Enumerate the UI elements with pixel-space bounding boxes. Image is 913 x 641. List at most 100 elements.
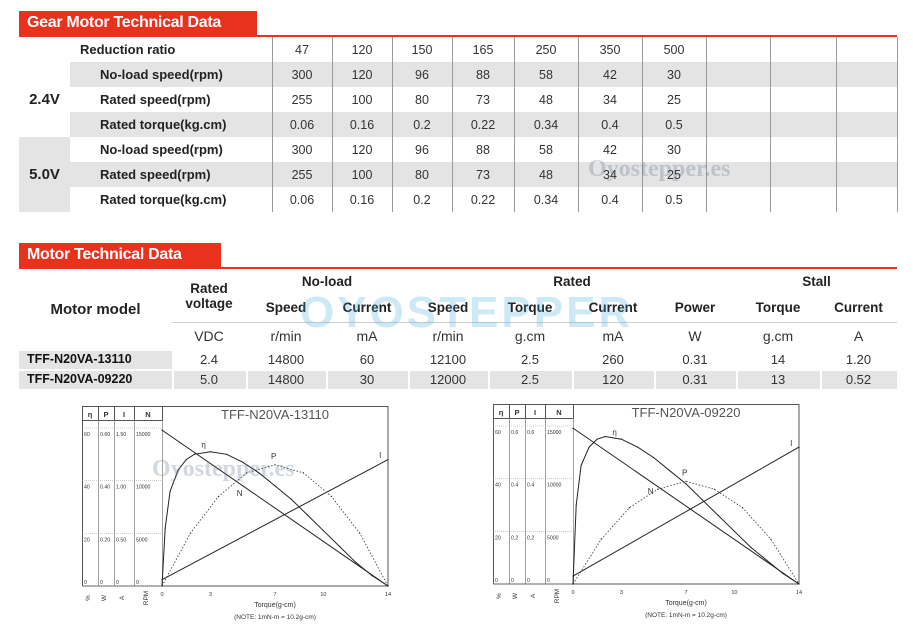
spec-row-label: Rated torque(kg.cm) xyxy=(70,112,272,137)
spec-value-cell: 255 xyxy=(291,92,313,107)
spec-value-cell: 100 xyxy=(351,92,373,107)
spec-row-label: No-load speed(rpm) xyxy=(70,62,272,87)
series-line-p xyxy=(572,480,800,585)
series-label: I xyxy=(790,439,792,448)
spec-value-cell: 48 xyxy=(539,92,553,107)
grid-line xyxy=(488,293,490,389)
axis-header-cell xyxy=(134,406,163,421)
voltage-cell: 2.4V xyxy=(29,91,60,108)
voltage-cell: 5.0V xyxy=(19,137,70,212)
y-tick-label: 60 xyxy=(84,432,90,438)
data-point xyxy=(226,453,228,455)
grid-line xyxy=(172,322,897,323)
y-tick-label: 1.00 xyxy=(116,485,126,491)
data-point xyxy=(604,435,606,438)
motor-value-cell: 1.20 xyxy=(845,351,872,367)
y-tick-label: 0 xyxy=(100,580,103,586)
grid-line xyxy=(332,37,333,212)
spec-value-cell: 42 xyxy=(603,142,617,157)
y-tick-label: 5000 xyxy=(547,535,559,541)
chart-frame xyxy=(82,406,389,587)
data-point xyxy=(572,427,574,429)
y-tick-label: 15000 xyxy=(547,430,562,436)
spec-value-cell: 0.5 xyxy=(665,192,683,207)
motor-table-title: Motor Technical Data xyxy=(19,243,221,267)
grid-line xyxy=(706,37,707,212)
y-tick-label: 0.40 xyxy=(100,485,110,491)
data-point xyxy=(274,485,276,487)
unit-cell: A xyxy=(853,327,864,344)
data-point xyxy=(685,480,687,482)
grid-line xyxy=(820,293,822,389)
spec-value-cell: 73 xyxy=(476,167,490,182)
subheader-cell: Torque xyxy=(507,300,553,315)
x-axis-label: Torque(g-cm) xyxy=(254,602,296,609)
y-tick-label: 10000 xyxy=(136,485,151,491)
axis-symbol: I xyxy=(534,408,536,417)
spec-value-cell: 34 xyxy=(603,92,617,107)
x-tick-label: 7 xyxy=(684,590,687,596)
motor-value-cell: 12100 xyxy=(429,351,467,367)
data-point xyxy=(572,583,574,585)
data-point xyxy=(169,490,171,492)
data-point xyxy=(387,459,389,461)
x-tick-label: 3 xyxy=(620,590,623,596)
header-no-load: No-load xyxy=(301,273,353,289)
x-axis-label: Torque(g-cm) xyxy=(665,600,707,607)
grid-line xyxy=(246,293,897,295)
y-tick-label: 20 xyxy=(495,535,501,541)
unit-cell: g.cm xyxy=(514,327,546,344)
y-tick-label: 15000 xyxy=(136,432,151,438)
grid-line xyxy=(736,269,738,389)
row-shade xyxy=(272,112,897,137)
spec-row-label: Rated speed(rpm) xyxy=(100,92,211,107)
series-label: N xyxy=(237,489,243,498)
data-point xyxy=(246,472,248,474)
data-point xyxy=(161,585,163,587)
grid-line xyxy=(452,37,453,212)
data-point xyxy=(185,459,187,461)
spec-value-cell: 96 xyxy=(415,142,429,157)
data-point xyxy=(164,527,166,529)
spec-value-cell: 48 xyxy=(539,167,553,182)
spec-value-cell: 58 xyxy=(539,142,553,157)
data-point xyxy=(177,469,179,471)
data-point xyxy=(217,495,220,498)
grid-line xyxy=(514,37,515,212)
grid-line xyxy=(642,37,643,212)
subheader-cell: Current xyxy=(588,300,638,315)
spec-value-cell: 0.34 xyxy=(533,192,559,207)
grid-line xyxy=(654,293,656,389)
spec-value-cell: 0.34 xyxy=(533,117,559,132)
y-tick-label: 5000 xyxy=(136,537,148,543)
spec-value-cell: 0.22 xyxy=(470,117,496,132)
unit-cell: mA xyxy=(356,327,378,344)
spec-value-cell: 25 xyxy=(667,92,681,107)
spec-value-cell: 0.06 xyxy=(289,117,315,132)
ratio-cell: 500 xyxy=(663,42,685,57)
axis-symbol: η xyxy=(88,410,93,419)
motor-value-cell: 120 xyxy=(602,371,624,387)
spec-value-cell: 0.06 xyxy=(289,192,315,207)
unit-cell: g.cm xyxy=(762,327,794,344)
data-point xyxy=(669,470,671,472)
y-tick-label: 0 xyxy=(116,580,119,586)
subheader-cell: Speed xyxy=(427,300,469,315)
data-point xyxy=(766,559,768,561)
series-line-n xyxy=(572,427,800,585)
data-point xyxy=(290,498,292,500)
motor-value-cell: 30 xyxy=(359,371,375,387)
grid-line xyxy=(19,349,897,351)
y-tick-label: 1.50 xyxy=(116,432,126,438)
y-tick-label: 0 xyxy=(527,578,530,584)
y-tick-label: 10000 xyxy=(547,483,562,489)
grid-line xyxy=(572,293,574,389)
data-point xyxy=(798,583,800,585)
series-line-efficiency xyxy=(161,451,389,587)
spec-value-cell: 34 xyxy=(603,167,617,182)
spec-value-cell: 300 xyxy=(291,67,313,82)
y-tick-label: 0.6 xyxy=(527,430,534,436)
motor-value-cell: 14800 xyxy=(267,371,305,387)
motor-value-cell: 14 xyxy=(770,351,786,367)
series-line-efficiency xyxy=(572,435,800,585)
